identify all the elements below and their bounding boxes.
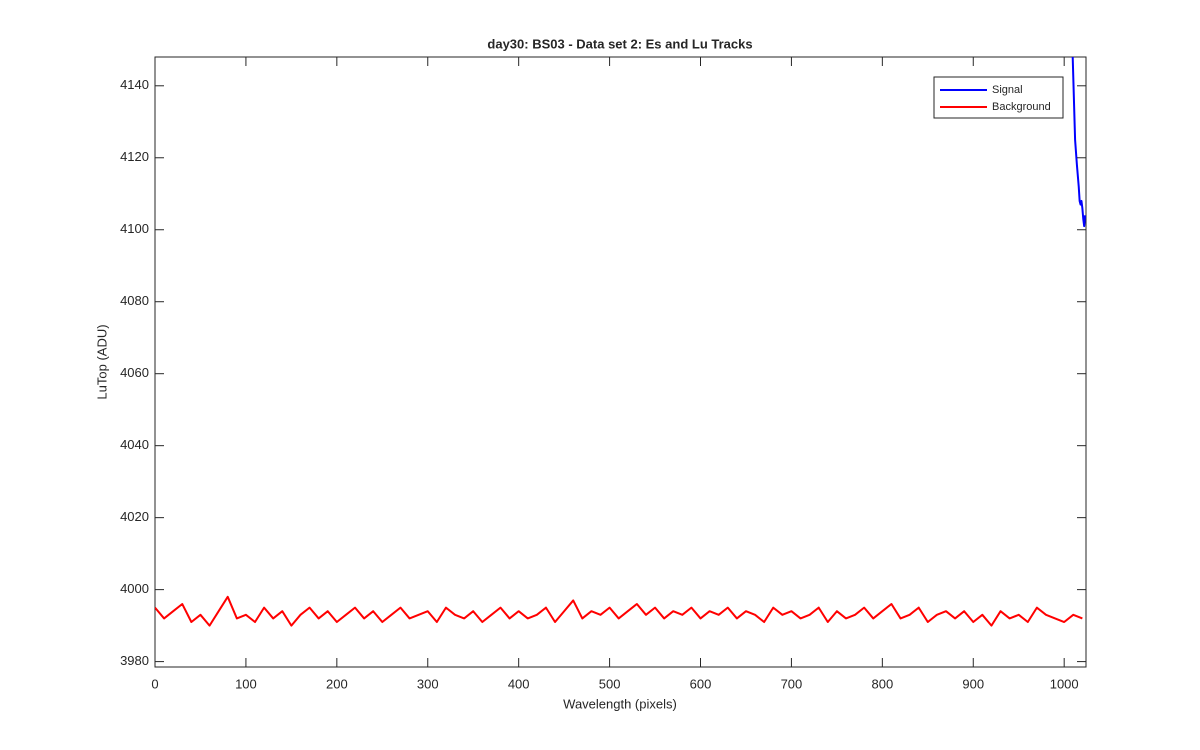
chart-title: day30: BS03 - Data set 2: Es and Lu Trac…	[487, 36, 752, 51]
y-tick-label: 4020	[120, 509, 149, 524]
x-tick-label: 500	[599, 676, 621, 691]
y-tick-label: 3980	[120, 653, 149, 668]
x-tick-label: 900	[962, 676, 984, 691]
x-tick-label: 600	[690, 676, 712, 691]
y-tick-label: 4000	[120, 581, 149, 596]
x-tick-label: 700	[781, 676, 803, 691]
x-tick-label: 0	[151, 676, 158, 691]
x-tick-label: 100	[235, 676, 257, 691]
y-tick-label: 4100	[120, 221, 149, 236]
y-tick-label: 4140	[120, 77, 149, 92]
plot-area	[154, 56, 1087, 668]
legend-label: Signal	[992, 84, 1023, 96]
x-tick-label: 200	[326, 676, 348, 691]
x-axis-label: Wavelength (pixels)	[563, 696, 677, 711]
x-tick-label: 800	[871, 676, 893, 691]
legend-label: Background	[992, 101, 1051, 113]
x-tick-label: 400	[508, 676, 530, 691]
legend-box	[933, 76, 1064, 119]
y-tick-label: 4120	[120, 149, 149, 164]
series-line	[1071, 57, 1086, 228]
y-tick-label: 4040	[120, 437, 149, 452]
y-axis-label: LuTop (ADU)	[94, 324, 109, 399]
y-tick-label: 4060	[120, 365, 149, 380]
x-tick-label: 1000	[1050, 676, 1079, 691]
x-tick-label: 300	[417, 676, 439, 691]
y-tick-label: 4080	[120, 293, 149, 308]
plot-marks	[155, 57, 1086, 627]
series-line	[155, 595, 1083, 627]
